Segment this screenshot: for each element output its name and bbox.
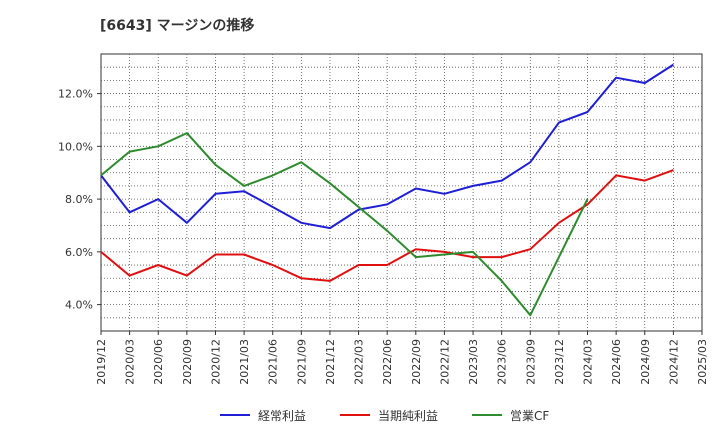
x-tick-label: 2025/03 [696,339,709,385]
x-tick-label: 2023/12 [553,339,566,385]
x-tick-label: 2024/12 [667,339,680,385]
chart-title: [6643] マージンの推移 [100,17,254,34]
x-tick-label: 2019/12 [95,339,108,385]
x-tick-label: 2022/03 [353,339,366,385]
y-tick-label: 10.0% [58,140,93,153]
plot-frame [100,53,703,332]
series-line-2 [100,169,674,282]
grid [100,53,703,332]
legend-label-3: 営業CF [510,409,549,423]
legend-label-1: 経常利益 [258,409,306,423]
x-tick-label: 2021/03 [238,339,251,385]
series-line-1 [100,63,674,230]
y-tick-label: 12.0% [58,88,93,101]
x-tick-label: 2021/09 [295,339,308,385]
x-tick-label: 2023/03 [467,339,480,385]
series-line-3 [100,132,589,317]
x-tick-label: 2024/06 [610,339,623,385]
x-axis: 2019/12 2020/03 2020/06 2020/09 2020/12 2021/… [95,331,709,385]
x-tick-label: 2022/12 [438,339,451,385]
y-tick-label: 8.0% [65,193,93,206]
x-tick-label: 2021/06 [267,339,280,385]
x-tick-label: 2024/03 [582,339,595,385]
legend-label-2: 当期純利益 [378,409,438,423]
legend: 経常利益 当期純利益 営業CF [220,409,549,423]
y-tick-label: 4.0% [65,299,93,312]
x-tick-label: 2020/09 [181,339,194,385]
x-tick-label: 2020/06 [152,339,165,385]
x-tick-label: 2022/06 [381,339,394,385]
y-tick-label: 6.0% [65,246,93,259]
x-tick-label: 2020/03 [124,339,137,385]
x-tick-label: 2024/09 [639,339,652,385]
x-tick-label: 2020/12 [209,339,222,385]
y-axis: 4.0% 6.0% 8.0% 10.0% 12.0% [58,88,101,312]
x-tick-label: 2023/09 [524,339,537,385]
x-tick-label: 2021/12 [324,339,337,385]
x-tick-label: 2023/06 [496,339,509,385]
series-lines [100,63,674,317]
x-tick-label: 2022/09 [410,339,423,385]
